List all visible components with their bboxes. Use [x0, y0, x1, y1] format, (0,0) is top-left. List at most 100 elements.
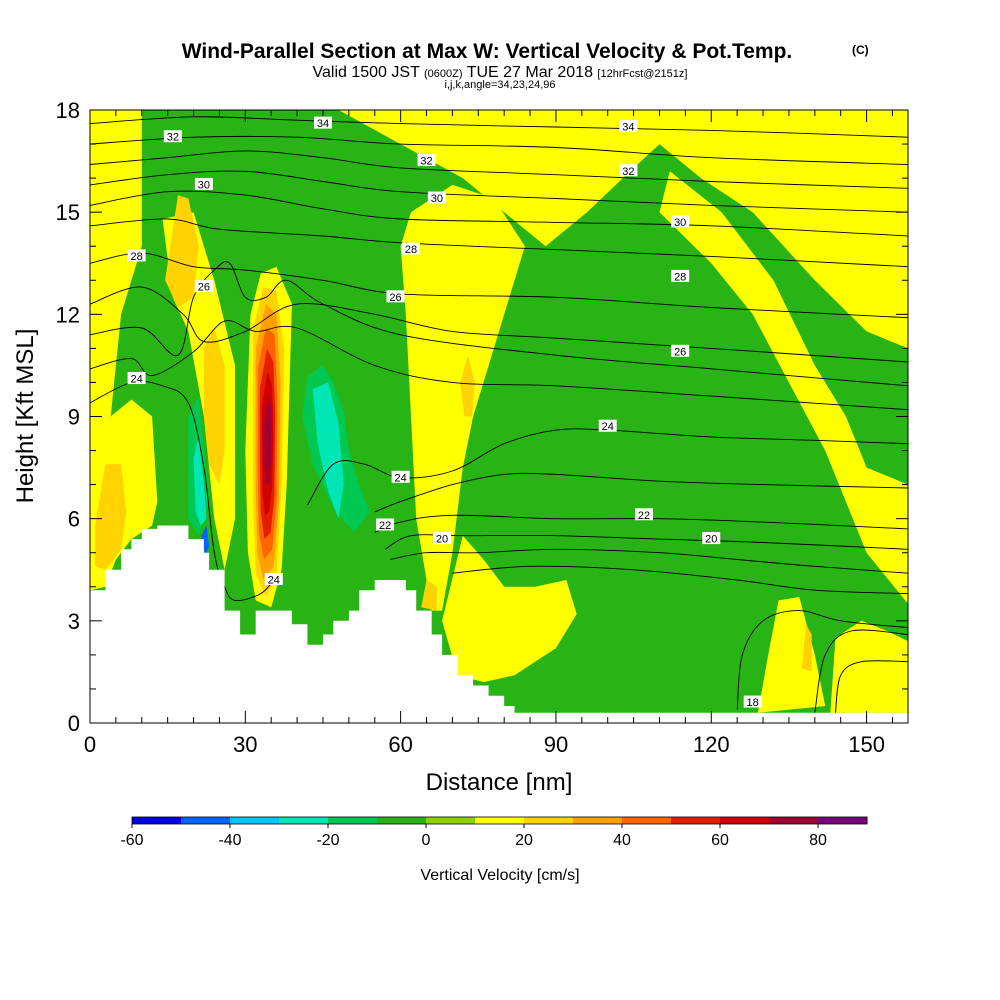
chart-subtitle: Valid 1500 JST (0600Z) TUE 27 Mar 2018 […	[313, 64, 688, 81]
isentrope-line	[374, 472, 908, 513]
contour-label-box	[194, 177, 213, 190]
contour-label: 30	[674, 217, 686, 229]
contour-labels: 32 34 34 30 32 32 30 30 28 28 28 26 26 26 24 24 24 22 22 20…	[127, 116, 762, 709]
colorbar-swatch	[475, 817, 525, 824]
y-tick-label: 18	[56, 98, 80, 123]
contour-label: 26	[674, 346, 686, 358]
contour-label: 26	[198, 282, 210, 294]
subtitle-date: TUE 27 Mar 2018	[467, 64, 593, 81]
terrain	[90, 525, 908, 723]
velocity-region	[214, 161, 256, 267]
colorbar-swatch	[132, 817, 182, 824]
colorbar-tick-label: 60	[711, 832, 729, 849]
colorbar: -60 -40 -20 0 20 40 60 80	[120, 816, 868, 849]
velocity-region	[830, 620, 908, 713]
plot-inner: 32 34 34 30 32 32 30 30 28 28 28 26 26 26 24 24 24 22 22 20…	[90, 110, 908, 723]
contour-label-box	[671, 215, 690, 228]
y-tick-label: 15	[56, 200, 80, 225]
contour-label-box	[313, 116, 332, 129]
y-tick-label: 0	[68, 711, 80, 736]
subtitle-valid: Valid 1500 JST	[313, 64, 421, 81]
colorbar-swatch	[573, 817, 623, 824]
velocity-region	[442, 535, 577, 683]
contour-label-box	[401, 242, 420, 255]
colorbar-tick-label: -40	[218, 832, 241, 849]
title-mark: (C)	[852, 43, 869, 57]
contour-label: 20	[705, 534, 717, 546]
x-tick-label: 150	[848, 732, 885, 757]
contour-label: 26	[389, 292, 401, 304]
contour-label: 28	[674, 271, 686, 283]
isentrope-line	[835, 660, 908, 713]
contour-label: 24	[130, 374, 142, 386]
y-tick-label: 12	[56, 302, 80, 327]
isentrope-line	[452, 565, 908, 595]
isentrope-line	[736, 610, 908, 710]
x-tick-label: 30	[233, 732, 257, 757]
contour-label: 24	[268, 574, 280, 586]
contour-label: 32	[622, 166, 634, 178]
velocity-region	[201, 525, 210, 557]
colorbar-tick-label: 80	[809, 832, 827, 849]
velocity-region	[95, 464, 127, 570]
isentrope-line	[90, 150, 908, 189]
colorbar-swatch	[671, 817, 721, 824]
isentrope-line	[814, 629, 908, 713]
colorbar-swatch	[279, 817, 329, 824]
colorbar-swatch	[377, 817, 427, 824]
y-axis-title: Height [Kft MSL]	[12, 329, 39, 504]
isentrope-line	[90, 320, 908, 411]
contour-label: 30	[198, 179, 210, 191]
velocity-region	[312, 382, 344, 519]
colorbar-tick-label: 40	[613, 832, 631, 849]
contour-label: 32	[167, 132, 179, 144]
velocity-region	[203, 328, 225, 485]
tick-marks	[89, 109, 908, 724]
contour-label-box	[619, 120, 638, 133]
x-tick-label: 60	[388, 732, 412, 757]
colorbar-swatch	[426, 817, 476, 824]
chart-subtitle-2: i,j,k,angle=34,23,24,96	[444, 79, 555, 91]
contour-label: 20	[436, 534, 448, 546]
subtitle-utc: (0600Z)	[424, 68, 463, 80]
isentrope-line	[390, 548, 908, 574]
x-axis-title: Distance [nm]	[426, 769, 573, 796]
velocity-region	[711, 569, 722, 628]
contour-label-box	[671, 344, 690, 357]
contour-label-box	[127, 372, 146, 385]
contour-label: 24	[602, 421, 614, 433]
isentropes	[90, 116, 908, 713]
colorbar-swatch	[181, 817, 231, 824]
velocity-region	[276, 110, 908, 349]
colorbar-tick-label: -60	[120, 832, 143, 849]
contour-label-box	[743, 695, 762, 708]
isentrope-line	[90, 190, 908, 237]
contour-label: 22	[379, 520, 391, 532]
contour-label: 30	[431, 193, 443, 205]
contour-label: 32	[420, 156, 432, 168]
velocity-region	[460, 355, 475, 417]
contour-label-box	[264, 572, 283, 585]
contour-label-box	[598, 419, 617, 432]
contour-label: 22	[638, 510, 650, 522]
colorbar-swatch	[230, 817, 280, 824]
contour-label-box	[163, 130, 182, 143]
contour-label-box	[376, 518, 395, 531]
contour-label: 34	[317, 118, 329, 130]
contour-label-box	[634, 508, 653, 521]
contour-label-box	[386, 290, 405, 303]
isentrope-line	[90, 135, 908, 165]
isentrope-line	[90, 380, 277, 602]
velocity-region	[264, 396, 272, 485]
y-tick-label: 6	[68, 507, 80, 532]
x-tick-label: 120	[693, 732, 730, 757]
isentrope-line	[307, 428, 908, 506]
contour-label-box	[619, 164, 638, 177]
contour-label-box	[127, 249, 146, 262]
velocity-region	[421, 580, 437, 611]
contour-label-box	[702, 532, 721, 545]
velocity-region	[193, 436, 207, 526]
contour-label-box	[391, 470, 410, 483]
isentrope-line	[90, 252, 908, 319]
